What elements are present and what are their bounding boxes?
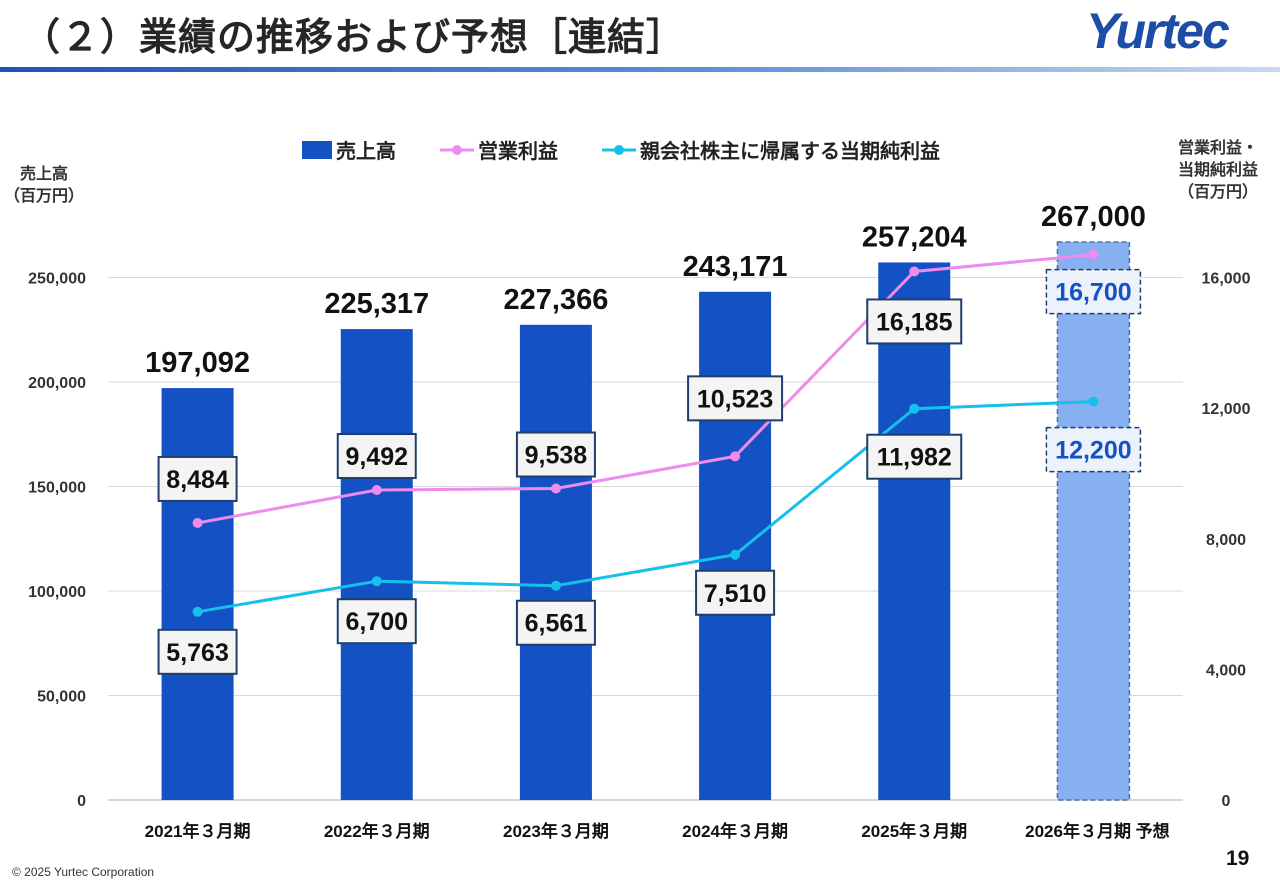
bar-value-label: 227,366 [504,284,609,316]
legend-swatch-sales [302,141,332,159]
y-right-tick-label: 4,000 [1206,662,1246,679]
net-profit-label-box [1045,426,1142,473]
net-profit-line [197,400,1094,614]
net-profit-value-label: 7,510 [704,580,767,608]
operating-profit-value-label: 9,538 [525,442,588,470]
x-category-label: 2026年３月期 予想 [1025,821,1170,841]
bar-sales [161,388,234,800]
bar-value-label: 257,204 [862,221,967,253]
operating-profit-label-box [1045,268,1142,315]
operating-profit-point [730,451,741,462]
bar-value-label: 197,092 [145,347,250,379]
bar-sales [519,324,592,800]
x-category-label: 2022年３月期 [324,821,430,841]
net-profit-label-box [515,599,596,646]
y-right-tick-label: 16,000 [1202,271,1251,288]
y-right-tick-label: 12,000 [1202,401,1251,418]
y-right-axis-title: 営業利益・ [1178,138,1258,157]
bar-sales [340,329,413,800]
operating-profit-line [197,253,1094,525]
net-profit-point [730,549,741,560]
operating-profit-value-label: 9,492 [345,443,408,471]
net-profit-value-label: 5,763 [166,639,229,667]
copyright-notice: © 2025 Yurtec Corporation [12,865,155,879]
legend-marker-operating-profit [452,145,462,155]
y-right-tick-label: 0 [1222,793,1231,810]
net-profit-value-label: 12,200 [1055,437,1131,465]
operating-profit-label-box [515,431,596,478]
y-left-axis-title: 売上高 [20,164,68,183]
net-profit-point [909,403,920,414]
y-left-tick-label: 100,000 [28,584,86,601]
net-profit-point [371,576,382,587]
bar-sales [699,291,772,800]
y-left-tick-label: 150,000 [28,480,86,497]
y-left-tick-label: 0 [77,793,86,810]
net-profit-point [1088,396,1099,407]
operating-profit-label-box [157,455,238,502]
y-right-axis-title: 当期純利益 [1178,160,1258,179]
net-profit-value-label: 11,982 [877,444,952,472]
y-left-tick-label: 200,000 [28,375,86,392]
net-profit-value-label: 6,700 [345,608,408,636]
title-underline [0,67,1280,72]
net-profit-point [192,606,203,617]
net-profit-point [550,580,561,591]
operating-profit-value-label: 8,484 [166,466,229,494]
bar-value-label: 225,317 [324,288,429,320]
y-left-axis-unit: （百万円） [4,187,84,205]
operating-profit-point [909,266,920,277]
net-profit-label-box [695,569,776,616]
operating-profit-label-box [336,433,417,480]
operating-profit-label-box [866,298,963,345]
net-profit-label-box [866,433,963,480]
net-profit-value-label: 6,561 [525,610,588,638]
y-left-tick-label: 50,000 [37,689,86,706]
y-left-tick-label: 250,000 [28,271,86,288]
operating-profit-value-label: 16,185 [876,308,953,336]
yurtec-logo: Yurtec [1086,3,1230,59]
x-category-label: 2024年３月期 [682,821,788,841]
legend-label-sales: 売上高 [336,139,396,163]
bar-sales [878,262,951,801]
page-number: 19 [1226,847,1250,870]
bar-value-label: 243,171 [683,251,788,283]
y-right-tick-label: 8,000 [1206,532,1246,549]
operating-profit-point [192,517,203,528]
operating-profit-label-box [687,375,784,422]
x-category-label: 2023年３月期 [503,821,609,841]
legend-label-operating-profit: 営業利益 [478,139,558,163]
bar-value-label: 267,000 [1041,201,1146,233]
operating-profit-point [371,485,382,496]
page-title: （２）業績の推移および予想［連結］ [22,15,686,59]
x-category-label: 2021年３月期 [145,821,251,841]
y-right-axis-unit: （百万円） [1178,183,1258,201]
net-profit-label-box [336,598,417,645]
legend-marker-net-profit [614,145,624,155]
operating-profit-value-label: 16,700 [1055,279,1131,307]
legend-label-net-profit: 親会社株主に帰属する当期純利益 [640,139,940,163]
x-category-label: 2025年３月期 [861,821,967,841]
bar-sales-forecast [1056,241,1131,801]
operating-profit-value-label: 10,523 [697,385,773,413]
operating-profit-point [550,483,561,494]
net-profit-label-box [157,628,238,675]
operating-profit-point [1088,249,1099,260]
